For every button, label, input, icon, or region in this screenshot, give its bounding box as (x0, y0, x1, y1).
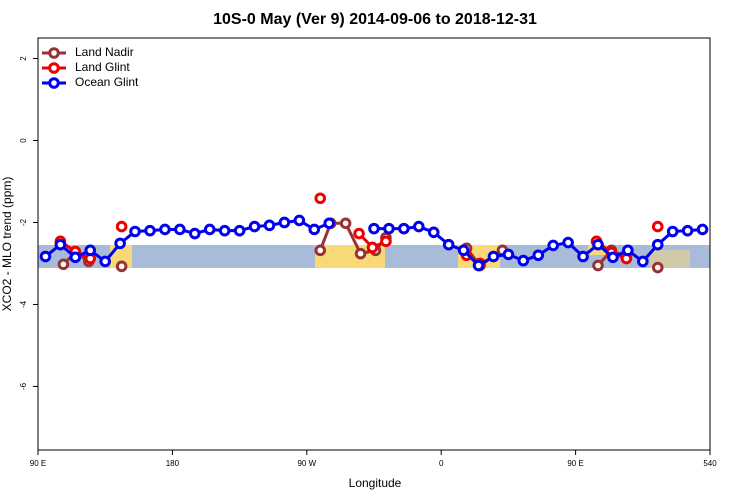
chart-title: 10S-0 May (Ver 9) 2014-09-06 to 2018-12-… (213, 11, 537, 28)
point (577, 250, 589, 263)
y-tick-label: 0 (19, 138, 28, 143)
point (398, 222, 410, 235)
point (651, 261, 664, 274)
point (323, 217, 336, 230)
x-tick-label: 540 (703, 459, 717, 468)
x-tick-label: 180 (166, 459, 180, 468)
x-axis-label: Longitude (349, 476, 402, 490)
point (442, 238, 455, 251)
point (651, 238, 664, 251)
point (380, 235, 392, 248)
y-axis-label: XCO2 - MLO trend (ppm) (0, 177, 14, 312)
y-tick-label: 2 (19, 56, 28, 61)
point (174, 223, 186, 236)
point (532, 249, 545, 262)
point (278, 216, 291, 229)
x-tick-label: 90 E (30, 459, 46, 468)
point (517, 254, 530, 267)
y-tick-label: -6 (19, 382, 28, 390)
point (69, 251, 82, 264)
point (427, 226, 440, 239)
point (99, 255, 111, 268)
point (353, 227, 365, 240)
point (115, 220, 128, 233)
legend-marker (48, 47, 60, 59)
point (189, 227, 201, 240)
point (314, 192, 327, 205)
y-tick-label: -2 (19, 218, 28, 226)
point (115, 260, 128, 273)
point (502, 248, 515, 261)
point (218, 224, 231, 237)
point (233, 224, 246, 237)
legend-marker (48, 62, 60, 74)
legend-marker (48, 77, 60, 89)
legend-label: Land Glint (75, 60, 130, 74)
x-tick-label: 90 E (567, 459, 583, 468)
point (39, 250, 52, 263)
point (696, 223, 709, 236)
point (314, 244, 327, 257)
point (472, 259, 485, 272)
point (622, 244, 634, 257)
point (487, 250, 500, 263)
point (637, 255, 649, 268)
point (144, 224, 156, 237)
x-tick-label: 0 (439, 459, 444, 468)
point (159, 223, 171, 236)
legend-label: Ocean Glint (75, 75, 139, 89)
point (592, 259, 604, 272)
plot-frame (37, 37, 711, 451)
point (666, 225, 679, 238)
point (57, 258, 70, 271)
point (383, 222, 395, 235)
point (592, 238, 604, 251)
point (263, 219, 276, 232)
point (681, 224, 694, 237)
point (203, 223, 216, 236)
legend-label: Land Nadir (75, 45, 134, 59)
point (114, 237, 126, 250)
point (354, 247, 367, 260)
x-tick-label: 90 W (297, 459, 316, 468)
point (547, 239, 560, 252)
point (84, 244, 97, 257)
point (607, 251, 619, 264)
point (248, 220, 261, 233)
point (366, 241, 379, 254)
point (368, 222, 380, 235)
point (339, 217, 352, 230)
point (129, 225, 141, 238)
point (54, 238, 67, 251)
y-tick-label: -4 (19, 300, 28, 308)
point (562, 236, 574, 249)
point (413, 220, 425, 233)
point (457, 244, 470, 257)
point (293, 214, 306, 227)
point (651, 220, 664, 233)
point (308, 223, 321, 236)
